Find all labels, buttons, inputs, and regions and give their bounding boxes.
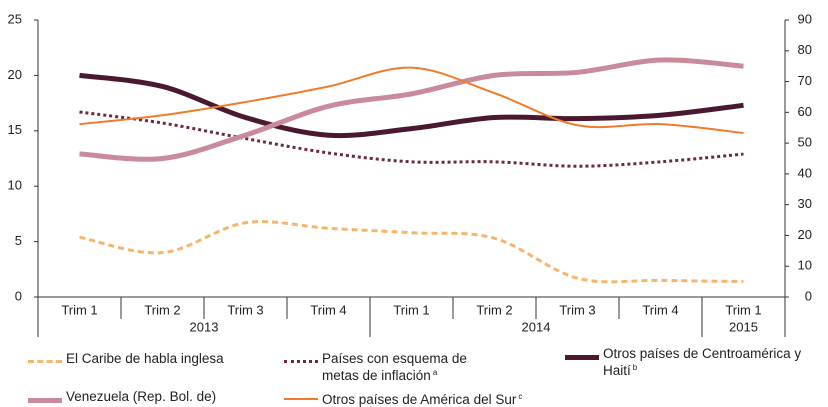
legend-label: El Caribe de habla inglesa — [66, 351, 224, 366]
group-label: 2014 — [522, 319, 551, 334]
group-label: 2015 — [729, 319, 758, 334]
legend-swatch — [28, 360, 62, 363]
y-tick-label: 20 — [8, 67, 22, 82]
y2-tick-label: 30 — [798, 196, 812, 211]
chart: 0 5 10 15 20 25 0 10 20 30 40 50 60 70 80 90 Trim 1 Trim … — [8, 11, 812, 337]
series-line — [79, 66, 744, 135]
legend-item: Otros países de América del Sur c — [284, 390, 524, 407]
legend-item: Países con esquema de metas de inflación… — [284, 352, 504, 383]
legend-note: a — [432, 368, 438, 377]
y2-tick-label: 10 — [798, 258, 812, 273]
x-tick-label: Trim 4 — [310, 302, 346, 317]
legend-item: El Caribe de habla inglesa — [28, 352, 268, 366]
y2-tick-label: 50 — [798, 135, 812, 150]
y-tick-label: 15 — [8, 122, 22, 137]
legend-label: Venezuela (Rep. Bol. de) — [66, 389, 217, 404]
legend: El Caribe de habla inglesa Países con esq… — [0, 344, 828, 407]
legend-note: c — [518, 392, 523, 401]
legend-label: Otros países de Centroamérica y Haití — [603, 346, 802, 378]
y2-tick-label: 60 — [798, 104, 812, 119]
legend-note: b — [632, 363, 638, 372]
legend-label: Países con esquema de metas de inflación — [322, 351, 467, 383]
series-line — [79, 57, 744, 162]
y-tick-label: 25 — [8, 11, 22, 26]
legend-swatch — [284, 398, 318, 400]
series-line — [79, 110, 744, 168]
y2-tick-label: 20 — [798, 227, 812, 242]
legend-item: Venezuela (Rep. Bol. de) — [28, 390, 268, 404]
y-tick-label: 0 — [15, 288, 22, 303]
x-tick-label: Trim 1 — [61, 302, 97, 317]
x-tick-label: Trim 2 — [144, 302, 180, 317]
group-label: 2013 — [190, 319, 219, 334]
y-tick-label: 10 — [8, 178, 22, 193]
y-tick-label: 5 — [15, 233, 22, 248]
legend-swatch — [284, 360, 318, 363]
series-line — [79, 72, 744, 139]
y2-tick-label: 80 — [798, 42, 812, 57]
legend-swatch — [28, 398, 62, 403]
legend-label: Otros países de América del Sur — [322, 392, 517, 407]
x-tick-label: Trim 4 — [642, 302, 678, 317]
x-tick-label: Trim 1 — [725, 302, 761, 317]
y2-tick-label: 70 — [798, 73, 812, 88]
x-tick-label: Trim 3 — [559, 302, 595, 317]
series-line — [79, 220, 744, 284]
legend-item: Otros países de Centroamérica y Haití b — [565, 347, 825, 378]
x-tick-label: Trim 1 — [393, 302, 429, 317]
x-tick-label: Trim 3 — [227, 302, 263, 317]
legend-swatch — [565, 355, 599, 360]
y2-tick-label: 40 — [798, 165, 812, 180]
y2-tick-label: 0 — [805, 288, 812, 303]
y2-tick-label: 90 — [798, 11, 812, 26]
x-tick-label: Trim 2 — [476, 302, 512, 317]
